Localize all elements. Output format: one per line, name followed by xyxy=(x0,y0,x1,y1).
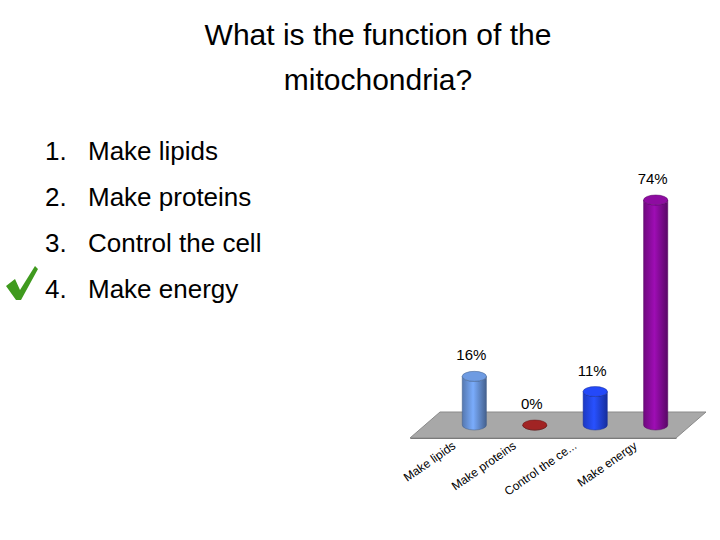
option-text: Control the cell xyxy=(88,228,261,258)
answer-list: 1. Make lipids 2. Make proteins 3. Control th… xyxy=(45,136,261,304)
slide: What is the function of the mitochondria?… xyxy=(0,0,720,540)
bars xyxy=(462,195,668,430)
bar xyxy=(583,392,607,430)
option-text: Make lipids xyxy=(88,136,218,166)
data-label: 0% xyxy=(521,395,543,412)
data-label: 11% xyxy=(578,362,607,379)
bar-cap xyxy=(583,387,607,397)
x-tick: Control the ce... xyxy=(502,438,579,499)
title: What is the function of the mitochondria? xyxy=(205,18,552,96)
option-text: Make proteins xyxy=(88,182,251,212)
x-tick-label: Control the ce... xyxy=(502,438,579,498)
data-label: 74% xyxy=(638,170,668,187)
data-labels: 16% 0% 11% 74% xyxy=(456,170,667,412)
option-number: 1. xyxy=(45,136,67,166)
x-axis: Make lipidsMake proteinsControl the ce..… xyxy=(401,438,676,499)
x-tick: Make energy xyxy=(575,438,640,490)
option-number: 3. xyxy=(45,228,67,258)
title-line: What is the function of the xyxy=(205,18,552,51)
x-tick-label: Make lipids xyxy=(401,438,458,484)
x-tick-label: Make energy xyxy=(575,438,640,489)
option-number: 4. xyxy=(45,274,67,304)
bar-cap xyxy=(462,371,486,381)
bar xyxy=(462,376,486,430)
option-number: 2. xyxy=(45,182,67,212)
title-line: mitochondria? xyxy=(284,63,472,96)
bar xyxy=(644,200,668,430)
x-tick: Make lipids xyxy=(401,438,458,484)
data-label: 16% xyxy=(456,346,486,363)
option-text: Make energy xyxy=(88,274,238,304)
correct-check xyxy=(6,266,38,300)
bar-cap xyxy=(523,420,547,430)
bar-cap xyxy=(644,195,668,205)
